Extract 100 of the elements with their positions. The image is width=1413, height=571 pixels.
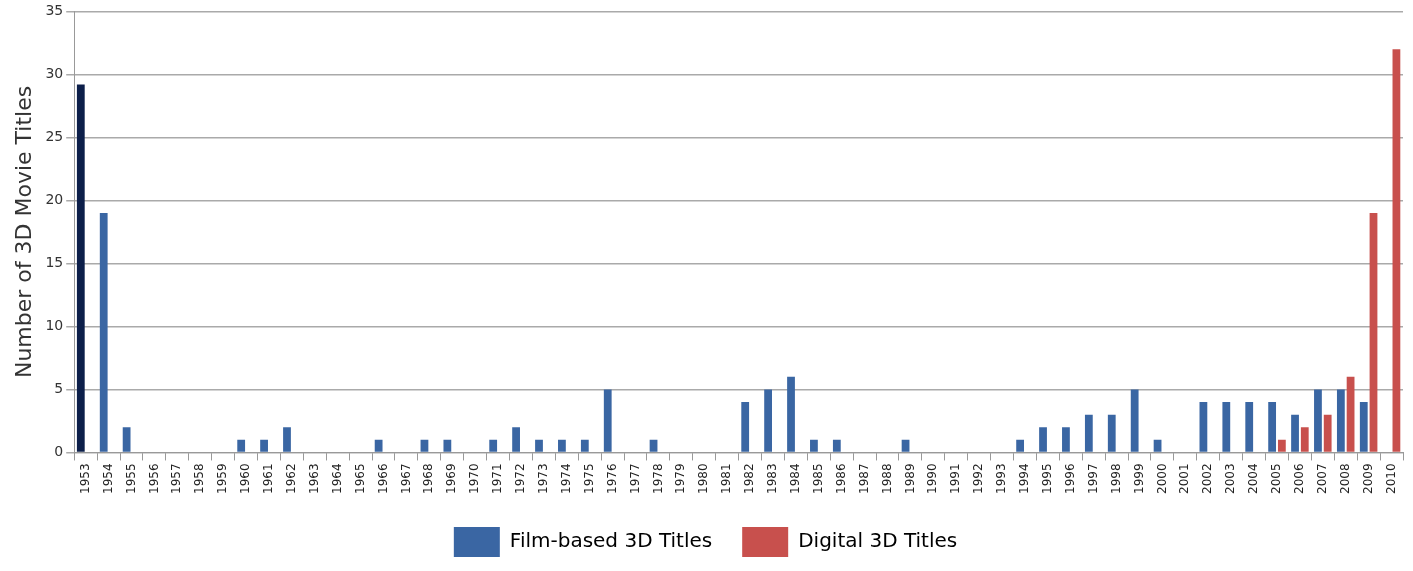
x-tick-label: 2009 — [1360, 463, 1375, 495]
x-tick-label: 2003 — [1223, 463, 1238, 495]
x-tick-label: 1953 — [77, 463, 92, 495]
x-tick-label: 2001 — [1177, 463, 1192, 495]
x-tick-label: 1968 — [421, 463, 436, 495]
bar — [76, 84, 85, 452]
bar — [787, 376, 795, 452]
bar — [283, 427, 291, 452]
bar — [1291, 414, 1299, 452]
bar — [741, 402, 750, 452]
x-tick-label: 1979 — [673, 463, 688, 495]
x-tick-label: 2008 — [1337, 463, 1352, 495]
x-tick-label: 1963 — [306, 463, 321, 495]
x-tick-label: 1977 — [627, 463, 642, 495]
x-tick-label: 2005 — [1269, 463, 1284, 495]
y-tick-label: 25 — [45, 128, 64, 145]
x-tick-label: 1965 — [352, 463, 367, 495]
x-tick-label: 1991 — [948, 463, 963, 495]
x-tick-label: 1984 — [788, 463, 803, 495]
x-tick-label: 1998 — [1108, 463, 1123, 495]
y-tick-label: 30 — [45, 65, 64, 82]
x-tick-label: 1954 — [100, 463, 115, 495]
x-tick-label: 1983 — [765, 463, 780, 495]
x-tick-label: 2006 — [1292, 463, 1307, 495]
bar — [1392, 49, 1401, 452]
bar — [1107, 414, 1116, 452]
bar — [558, 439, 566, 452]
bar — [1245, 402, 1254, 452]
x-tick-label: 1978 — [650, 463, 665, 495]
bar — [260, 439, 268, 452]
x-tick-label: 1972 — [513, 463, 528, 495]
bar — [122, 427, 131, 452]
bar — [603, 389, 612, 452]
x-tick-label: 1981 — [719, 463, 734, 495]
x-tick-label: 1986 — [833, 463, 848, 495]
bar — [1336, 389, 1345, 452]
y-tick-label: 5 — [54, 380, 64, 397]
x-tick-label: 1982 — [742, 463, 757, 495]
x-tick-label: 2000 — [1154, 463, 1169, 495]
x-tick-label: 1962 — [283, 463, 298, 495]
x-tick-label: 1957 — [169, 463, 184, 495]
bar — [1300, 427, 1309, 452]
x-tick-label: 1990 — [925, 463, 940, 495]
x-tick-label: 1956 — [146, 463, 161, 495]
bar — [420, 439, 429, 452]
x-tick-label: 1985 — [810, 463, 825, 495]
bar — [1277, 439, 1286, 452]
bar — [1153, 439, 1162, 452]
bar — [901, 439, 910, 452]
x-tick-label: 1993 — [994, 463, 1009, 495]
x-tick-label: 1974 — [558, 463, 573, 495]
bar — [443, 439, 452, 452]
x-tick-label: 1980 — [696, 463, 711, 495]
legend-label: Film-based 3D Titles — [509, 528, 713, 553]
bar — [489, 439, 498, 452]
x-tick-label: 1992 — [971, 463, 986, 495]
bar — [535, 439, 543, 452]
x-tick-label: 2002 — [1200, 463, 1215, 495]
y-tick-label: 35 — [45, 2, 64, 19]
x-tick-label: 1976 — [604, 463, 619, 495]
x-tick-label: 1995 — [1040, 463, 1055, 495]
x-tick-label: 1999 — [1131, 463, 1146, 495]
bar — [1314, 389, 1322, 452]
x-tick-label: 1958 — [192, 463, 207, 495]
x-tick-label: 1987 — [856, 463, 871, 495]
x-tick-label: 1964 — [329, 463, 344, 495]
y-tick-label: 0 — [54, 443, 64, 460]
legend-label: Digital 3D Titles — [798, 528, 958, 553]
bar — [1222, 402, 1231, 452]
bar — [832, 439, 841, 452]
bar — [99, 213, 108, 452]
y-tick-label: 15 — [45, 254, 64, 271]
x-tick-label: 1955 — [123, 463, 138, 495]
bar — [1062, 427, 1070, 452]
x-tick-label: 1970 — [467, 463, 482, 495]
bar — [1084, 414, 1093, 452]
bar — [1268, 402, 1277, 452]
x-tick-label: 1969 — [444, 463, 459, 495]
x-tick-label: 1960 — [238, 463, 253, 495]
bar — [810, 439, 818, 452]
bar — [1130, 389, 1139, 452]
bar — [1323, 414, 1332, 452]
x-tick-label: 1988 — [879, 463, 894, 495]
bar — [1359, 402, 1368, 452]
bar — [764, 389, 772, 452]
x-tick-label: 1973 — [536, 463, 550, 495]
x-tick-label: 1967 — [398, 463, 413, 495]
y-axis-title: Number of 3D Movie Titles — [10, 85, 36, 379]
x-tick-label: 1994 — [1017, 463, 1032, 495]
x-tick-label: 2004 — [1246, 463, 1261, 495]
bar — [1039, 427, 1047, 452]
x-tick-label: 2010 — [1383, 463, 1398, 495]
bar — [512, 427, 520, 452]
bar — [374, 439, 383, 452]
y-tick-label: 20 — [45, 191, 64, 208]
bar — [1199, 402, 1208, 452]
x-tick-label: 1961 — [261, 463, 276, 495]
bar — [649, 439, 658, 452]
x-tick-label: 1971 — [490, 463, 505, 495]
bar — [1369, 213, 1378, 452]
